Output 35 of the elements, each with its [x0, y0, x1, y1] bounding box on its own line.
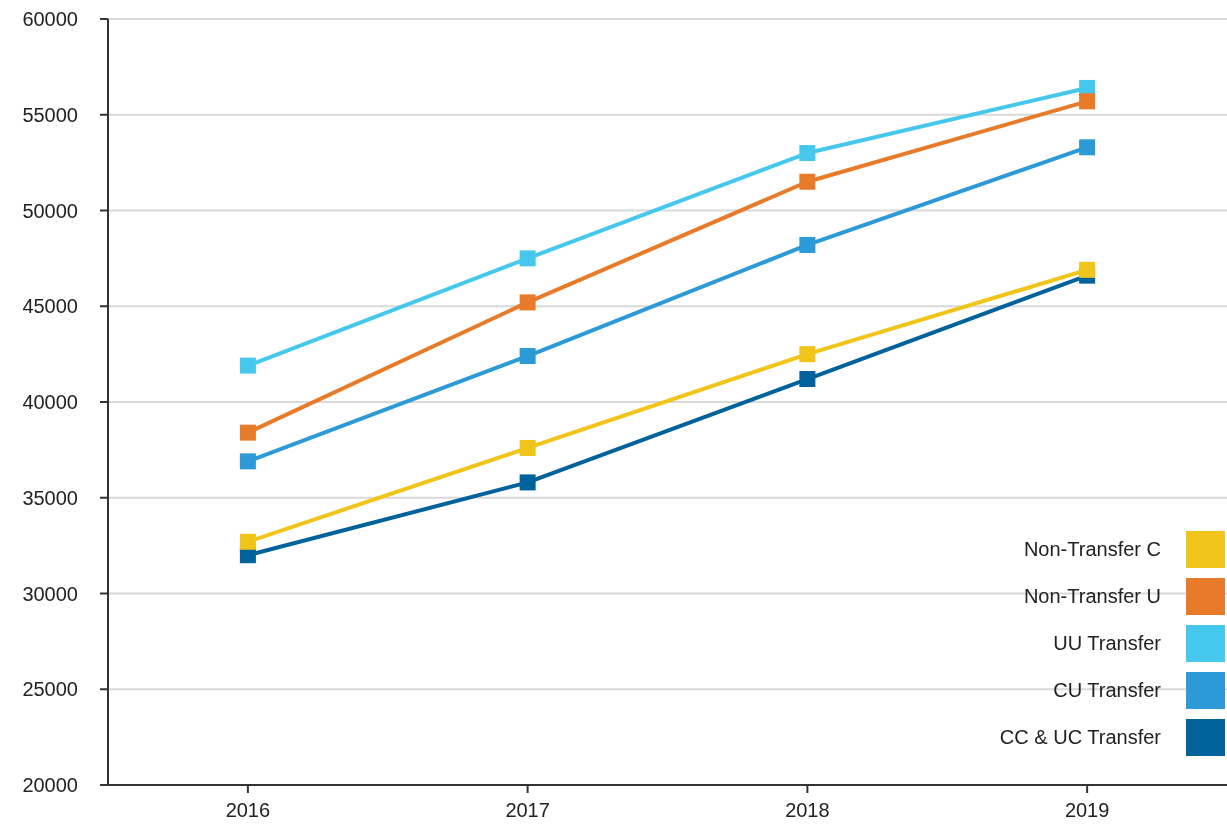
point [799, 236, 816, 253]
legend-label: Non-Transfer U [1023, 585, 1161, 607]
y-tick-label: 55000 [22, 103, 78, 126]
point [519, 439, 536, 456]
y-tick-label: 60000 [22, 8, 78, 30]
point [519, 294, 536, 311]
legend-label: UU Transfer [1053, 632, 1162, 654]
y-tick-label: 20000 [22, 774, 78, 796]
y-tick-label: 45000 [22, 295, 78, 318]
point [799, 173, 816, 190]
y-tick-label: 25000 [22, 678, 78, 701]
legend-label: CC & UC Transfer [999, 726, 1162, 748]
point [239, 533, 256, 550]
point [239, 424, 256, 441]
y-tick-label: 35000 [22, 486, 78, 509]
point [239, 357, 256, 374]
point [519, 348, 536, 365]
point [239, 453, 256, 470]
x-tick-label: 2019 [1064, 799, 1110, 821]
point [1079, 93, 1096, 110]
x-tick-label: 2016 [225, 799, 271, 821]
point [799, 371, 816, 388]
point [519, 250, 536, 267]
point [799, 145, 816, 162]
x-tick-label: 2018 [785, 799, 830, 821]
point [799, 346, 816, 363]
point [519, 474, 536, 491]
y-tick-label: 30000 [22, 582, 78, 605]
y-tick-label: 50000 [22, 199, 78, 222]
legend-label: CU Transfer [1053, 679, 1162, 701]
legend-label: Non-Transfer C [1023, 538, 1161, 560]
point [1079, 139, 1096, 156]
x-tick-label: 2017 [505, 799, 550, 821]
point [1079, 261, 1096, 278]
y-tick-label: 40000 [22, 391, 78, 413]
